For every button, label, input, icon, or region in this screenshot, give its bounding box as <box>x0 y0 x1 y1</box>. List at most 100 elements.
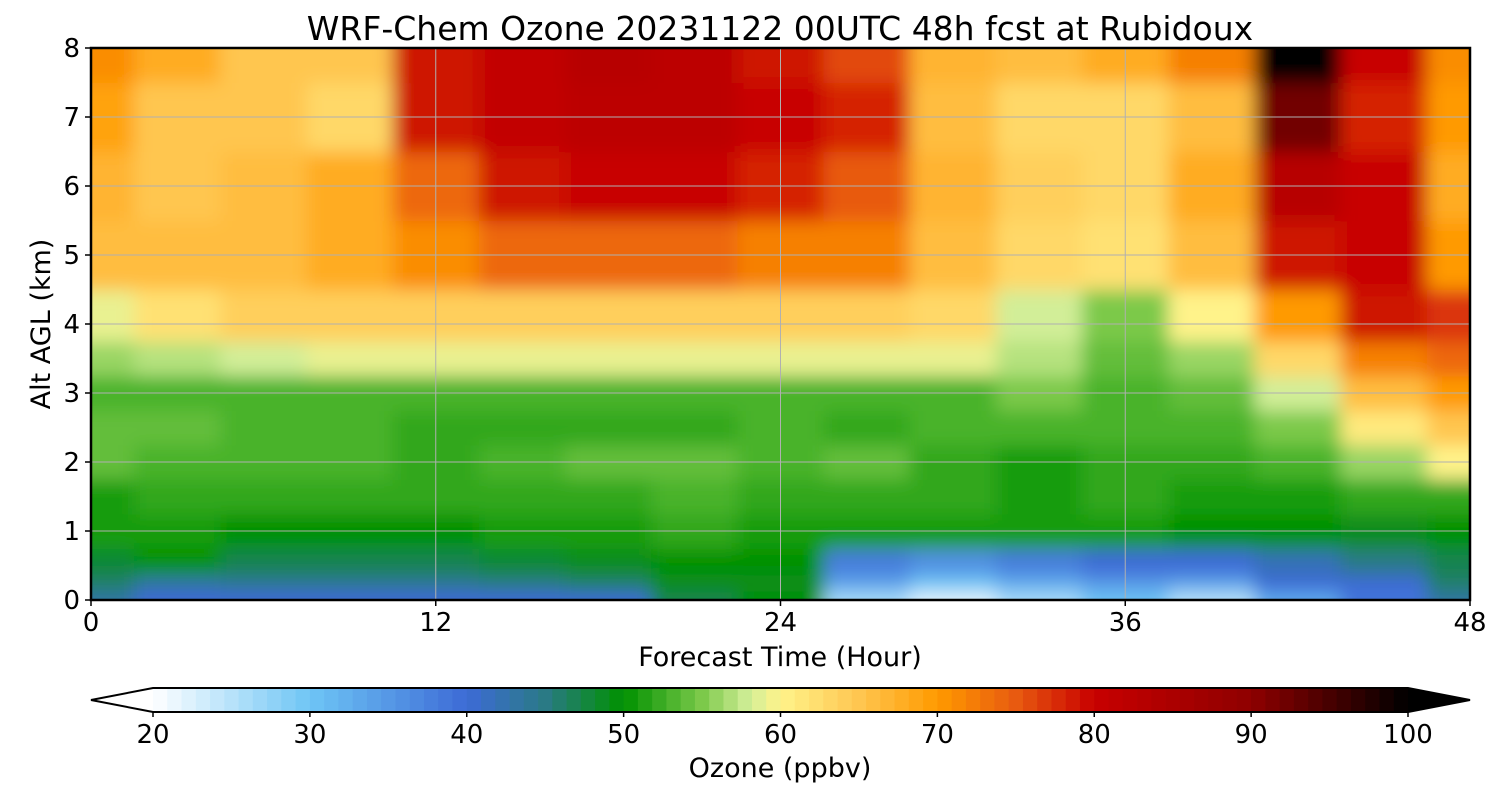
colorbar-segment <box>195 688 211 712</box>
colorbar-tick-label: 40 <box>450 720 483 750</box>
heatmap-cell <box>306 591 394 600</box>
heatmap-cell <box>306 479 394 515</box>
heatmap-cell <box>134 48 221 84</box>
colorbar-segment <box>1365 688 1380 712</box>
colorbar-segment <box>837 688 853 712</box>
heatmap-cell <box>478 289 566 342</box>
x-axis: 0 12 24 36 48 <box>83 600 1487 638</box>
heatmap-cell <box>1168 341 1256 377</box>
colorbar-segment <box>1094 688 1109 712</box>
heatmap-cell <box>823 289 911 342</box>
colorbar-segment <box>1265 688 1281 712</box>
colorbar-segment <box>766 688 781 712</box>
colorbar-segment <box>210 688 225 712</box>
colorbar-segment <box>224 688 239 712</box>
heatmap-cell <box>651 341 738 377</box>
colorbar-segment <box>1194 688 1209 712</box>
colorbar-segment <box>552 688 567 712</box>
heatmap-cell <box>1426 479 1470 515</box>
colorbar-segment <box>965 688 981 712</box>
heatmap-cell <box>909 289 997 342</box>
colorbar-segment <box>937 688 953 712</box>
heatmap-cell <box>134 548 221 575</box>
colorbar-segment <box>1208 688 1223 712</box>
heatmap-cell <box>565 574 652 592</box>
heatmap-cell <box>306 574 394 592</box>
heatmap-cell <box>651 479 738 515</box>
colorbar-segment <box>666 688 682 712</box>
heatmap-cell <box>565 479 652 515</box>
colorbar-segment <box>523 688 539 712</box>
heatmap-cell <box>823 341 911 377</box>
colorbar-segment <box>1065 688 1081 712</box>
heatmap-cell <box>1168 591 1256 600</box>
heatmap-cell <box>220 479 308 515</box>
colorbar-segment <box>951 688 967 712</box>
heatmap-cell <box>1168 548 1256 575</box>
heatmap-cell <box>306 289 394 342</box>
colorbar-segment <box>181 688 197 712</box>
y-tick-label: 6 <box>63 172 80 202</box>
heatmap-cell <box>134 479 221 515</box>
heatmap-cell <box>1254 410 1342 446</box>
colorbar-segment <box>652 688 667 712</box>
heatmap-cell <box>1340 479 1428 515</box>
heatmap-cell <box>823 548 911 575</box>
heatmap-cell <box>134 410 221 446</box>
heatmap-cell <box>996 410 1083 446</box>
colorbar-segment <box>352 688 368 712</box>
colorbar-tick-label: 100 <box>1383 720 1433 750</box>
heatmap-cell <box>1168 574 1256 592</box>
colorbar-label: Ozone (ppbv) <box>689 753 872 784</box>
heatmap-cell <box>1254 479 1342 515</box>
colorbar-segment <box>908 688 924 712</box>
heatmap-cell <box>306 48 394 84</box>
colorbar-segment <box>338 688 354 712</box>
heatmap-cell <box>823 591 911 600</box>
y-axis: 0 1 2 3 4 5 6 7 8 <box>63 34 91 616</box>
heatmap-cell <box>1426 410 1470 446</box>
colorbar: 20 30 40 50 60 70 80 90 100 <box>90 687 1471 750</box>
x-tick-label: 48 <box>1453 608 1486 638</box>
colorbar-segment <box>723 688 739 712</box>
colorbar-tick-label: 60 <box>764 720 797 750</box>
heatmap-cell <box>823 574 911 592</box>
colorbar-segment <box>366 688 382 712</box>
x-axis-label: Forecast Time (Hour) <box>638 642 922 673</box>
colorbar-segment <box>1151 688 1166 712</box>
heatmap-cell <box>1426 574 1470 592</box>
heatmap-cell <box>1254 289 1342 342</box>
heatmap-cell <box>91 341 135 377</box>
colorbar-segment <box>1251 688 1266 712</box>
heatmap-cell <box>823 48 911 84</box>
heatmap-cell <box>909 479 997 515</box>
colorbar-segment <box>680 688 696 712</box>
heatmap-cell <box>478 574 566 592</box>
heatmap-cell <box>909 48 997 84</box>
heatmap-cell <box>478 591 566 600</box>
heatmap-cell <box>91 591 135 600</box>
heatmap-cell <box>478 548 566 575</box>
heatmap-cell <box>134 591 221 600</box>
heatmap-cell <box>1168 410 1256 446</box>
heatmap-cell <box>651 48 738 84</box>
colorbar-segment <box>395 688 411 712</box>
heatmap-cell <box>478 48 566 84</box>
colorbar-segment <box>737 688 753 712</box>
colorbar-tick-label: 30 <box>293 720 326 750</box>
colorbar-segment <box>1350 688 1366 712</box>
colorbar-tick-label: 50 <box>607 720 640 750</box>
heatmap-cell <box>1340 591 1428 600</box>
heatmap-cell <box>996 289 1083 342</box>
heatmap-cell <box>565 410 652 446</box>
heatmap-cell <box>996 591 1083 600</box>
heatmap-cell <box>220 548 308 575</box>
y-tick-label: 5 <box>63 241 80 271</box>
heatmap-cell <box>91 410 135 446</box>
heatmap-cell <box>1254 341 1342 377</box>
colorbar-segment <box>1379 688 1395 712</box>
colorbar-segment <box>866 688 881 712</box>
heatmap-cell <box>1340 410 1428 446</box>
colorbar-segment <box>623 688 639 712</box>
